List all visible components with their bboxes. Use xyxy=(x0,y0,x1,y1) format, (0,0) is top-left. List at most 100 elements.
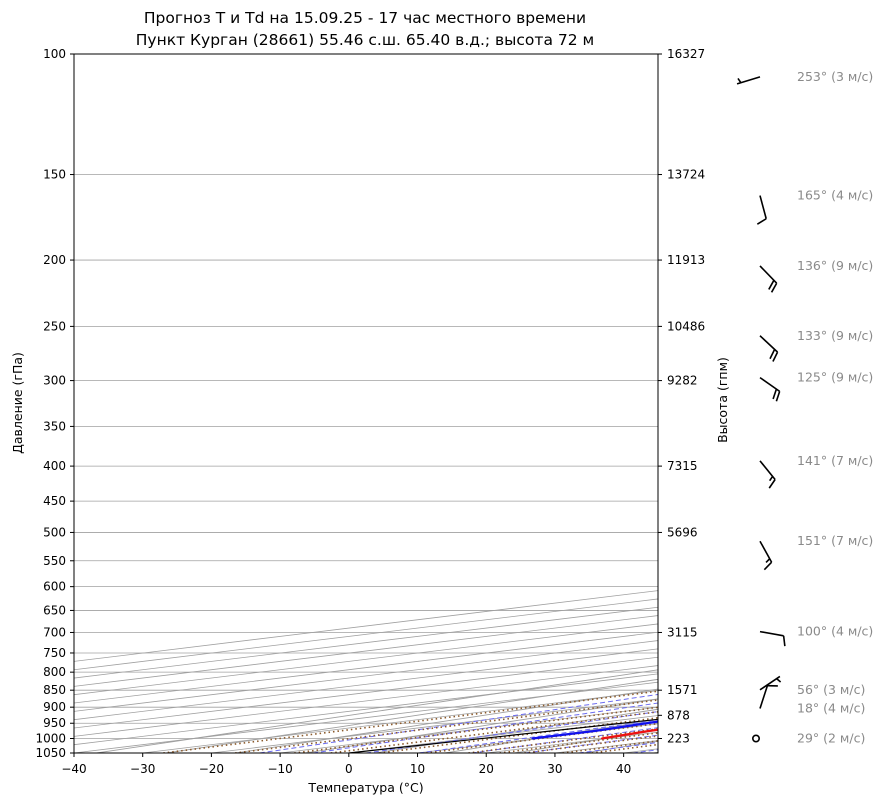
series-layer xyxy=(348,718,658,753)
wind-barb-shaft xyxy=(759,195,767,219)
wind-label: 136° (9 м/с) xyxy=(797,258,873,273)
dewpoint-point xyxy=(531,737,534,740)
wind-barb-halfflag xyxy=(776,678,782,683)
wind-barb xyxy=(759,675,782,691)
height-tick-label: 1571 xyxy=(667,683,698,697)
temperature-point xyxy=(600,737,603,740)
pressure-tick-label: 650 xyxy=(43,603,66,617)
wind-label: 56° (3 м/с) xyxy=(797,682,865,697)
wind-barb-halfflag xyxy=(765,558,771,564)
wind-barb-flag xyxy=(763,561,773,571)
wind-barb-shaft xyxy=(759,630,784,637)
wind-layer: 253° (3 м/с) 165° (4 м/с) 136° (9 м/с) 133°… xyxy=(736,69,873,745)
pressure-tick-label: 250 xyxy=(43,319,66,333)
isotherm-line xyxy=(74,623,658,696)
dry-adiabat xyxy=(96,669,658,753)
wind-barb-flag xyxy=(772,388,778,400)
wind-barb-flag xyxy=(770,282,778,293)
dewpoint-point xyxy=(645,722,648,725)
pressure-tick-label: 1050 xyxy=(35,746,66,760)
chart-title: Прогноз T и Td на 15.09.25 - 17 час мест… xyxy=(144,9,586,27)
pressure-tick-label: 150 xyxy=(43,168,66,182)
pressure-tick-label: 400 xyxy=(43,459,66,473)
pressure-tick-label: 600 xyxy=(43,580,66,594)
dry-adiabat xyxy=(305,698,658,753)
wind-barb-flag xyxy=(782,635,786,647)
wind-barb-halfflag xyxy=(737,77,742,84)
pressure-tick-label: 700 xyxy=(43,625,66,639)
wind-label: 125° (9 м/с) xyxy=(797,370,873,385)
x-tick-label: −40 xyxy=(61,762,86,776)
pressure-tick-label: 550 xyxy=(43,554,66,568)
pressure-tick-label: 350 xyxy=(43,419,66,433)
height-axis-label: Высота (гпм) xyxy=(715,357,730,443)
chart-subtitle: Пункт Курган (28661) 55.46 с.ш. 65.40 в.… xyxy=(136,31,594,49)
dewpoint-point xyxy=(593,730,596,732)
wind-barb-shaft xyxy=(759,376,781,393)
pressure-tick-label: 1000 xyxy=(35,731,66,745)
isotherm-line xyxy=(74,606,658,679)
isotherm-line xyxy=(74,598,658,671)
y-axis-label: Давление (гПа) xyxy=(10,352,25,454)
x-tick-label: 30 xyxy=(547,762,562,776)
height-tick-label: 5696 xyxy=(667,525,698,539)
pressure-tick-label: 850 xyxy=(43,683,66,697)
height-tick-label: 3115 xyxy=(667,625,698,639)
wind-barb xyxy=(759,684,778,709)
x-tick-label: 10 xyxy=(410,762,425,776)
wind-label: 141° (7 м/с) xyxy=(797,453,873,468)
wind-barb-halfflag xyxy=(768,475,774,482)
mixing-ratio-line xyxy=(426,722,658,753)
wind-barb-shaft xyxy=(759,685,769,709)
wind-barb-flag xyxy=(756,218,767,225)
wind-label: 133° (9 м/с) xyxy=(797,328,873,343)
pressure-tick-label: 200 xyxy=(43,253,66,267)
temperature-point xyxy=(647,730,650,732)
height-tick-label: 878 xyxy=(667,708,690,722)
wind-calm-circle xyxy=(751,734,760,743)
wind-label: 18° (4 м/с) xyxy=(797,700,865,715)
height-tick-label: 11913 xyxy=(667,253,705,267)
height-tick-label: 10486 xyxy=(667,319,705,333)
wind-barb xyxy=(751,734,760,743)
grid-layer xyxy=(74,54,658,753)
height-tick-label: 16327 xyxy=(667,47,705,61)
wind-barb-flag xyxy=(768,479,776,489)
wind-barb-flag xyxy=(772,351,779,362)
wind-barb-flag xyxy=(768,279,775,290)
dry-adiabat xyxy=(166,678,658,753)
pressure-tick-label: 450 xyxy=(43,494,66,508)
dry-adiabat xyxy=(235,688,658,753)
x-tick-label: 20 xyxy=(479,762,494,776)
pressure-tick-label: 900 xyxy=(43,700,66,714)
height-tick-label: 223 xyxy=(667,731,690,745)
axis-layer: −40 −30 −20 −10 0 10 20 30 40 100 150 200 250 300 350 4… xyxy=(35,47,705,776)
wind-label: 253° (3 м/с) xyxy=(797,69,873,84)
wind-barb xyxy=(756,195,767,225)
isotherm-line xyxy=(74,615,658,687)
pressure-tick-label: 950 xyxy=(43,716,66,730)
wind-barb xyxy=(759,335,779,362)
height-tick-label: 7315 xyxy=(667,459,698,473)
wind-barb xyxy=(759,460,776,489)
x-tick-label: −20 xyxy=(199,762,224,776)
wind-label: 165° (4 м/с) xyxy=(797,188,873,203)
wind-label: 100° (4 м/с) xyxy=(797,624,873,639)
wind-barb xyxy=(759,265,778,293)
mixing-ratio-line xyxy=(330,711,658,753)
height-tick-label: 13724 xyxy=(667,168,705,182)
pressure-tick-label: 750 xyxy=(43,646,66,660)
plot-frame xyxy=(73,53,659,754)
x-axis-label: Температура (°C) xyxy=(307,780,423,795)
x-tick-label: −30 xyxy=(130,762,155,776)
moist-adiabat xyxy=(313,702,658,753)
isotherm-line xyxy=(74,631,658,704)
wind-barb xyxy=(759,540,773,571)
pressure-tick-label: 100 xyxy=(43,47,66,61)
x-tick-label: 0 xyxy=(345,762,353,776)
wind-barb-flag xyxy=(775,391,781,402)
wind-barb xyxy=(759,630,786,647)
isotherm-line xyxy=(74,590,658,662)
